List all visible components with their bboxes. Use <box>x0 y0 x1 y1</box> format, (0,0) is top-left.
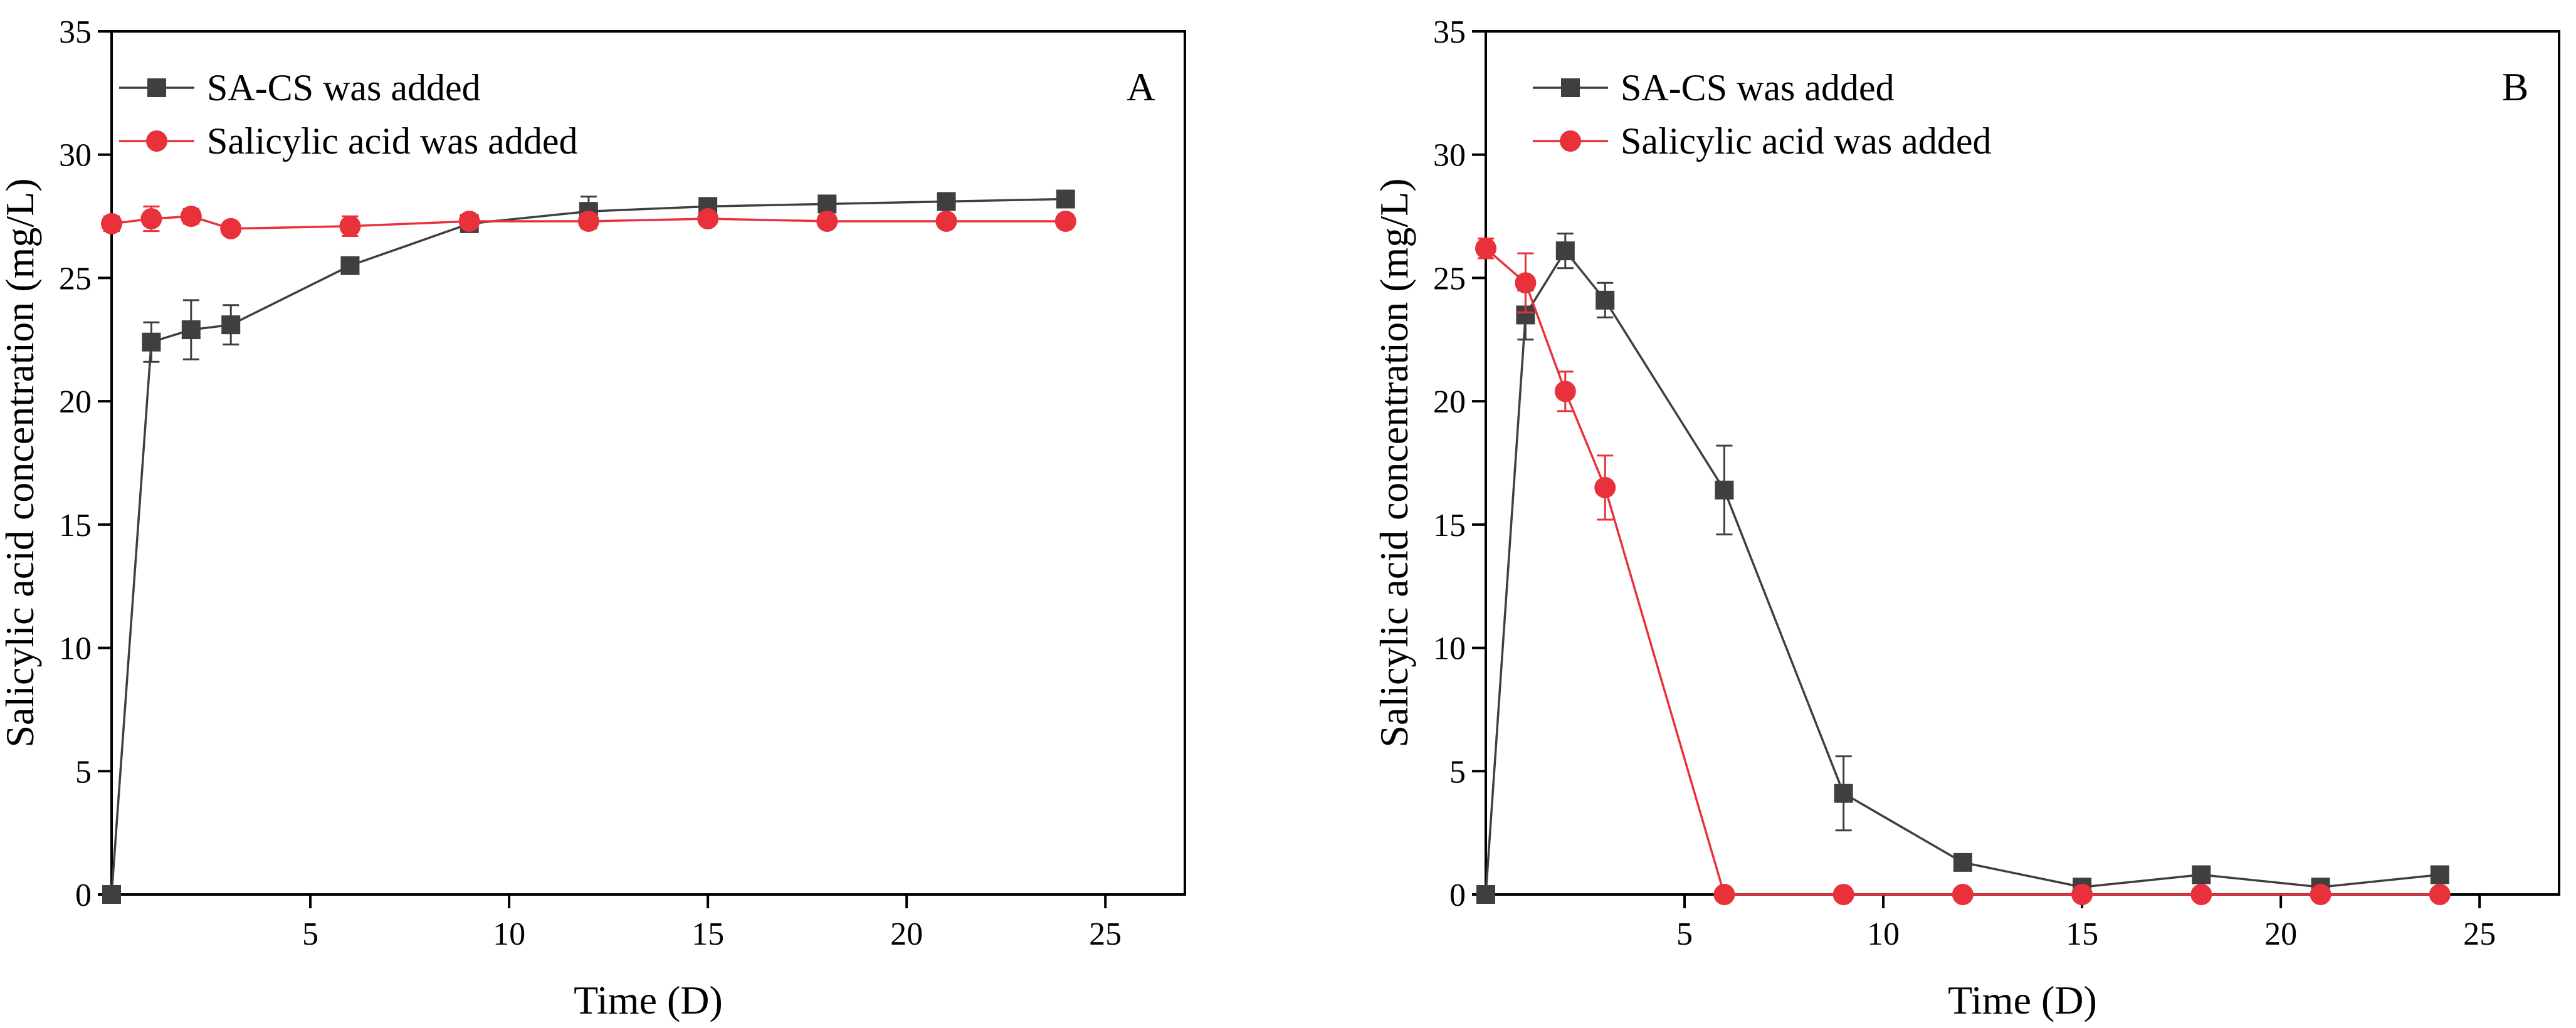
panel-label: A <box>1127 65 1155 109</box>
data-point-circle <box>2190 884 2212 905</box>
data-point-circle <box>935 210 957 232</box>
data-point-circle <box>220 218 242 239</box>
y-tick-label: 10 <box>1433 631 1466 667</box>
panel-a: 5 10 15 20 25 0 5 10 15 20 25 30 35 Time (D) Salicylic… <box>0 14 1186 1022</box>
data-point-circle <box>101 212 122 234</box>
data-point-square <box>817 194 837 214</box>
data-point-circle <box>339 215 361 237</box>
y-tick-label: 0 <box>1449 878 1466 913</box>
legend-marker-square <box>1561 78 1580 97</box>
data-point-square <box>1596 290 1615 310</box>
data-point-circle <box>1475 238 1496 260</box>
x-tick-label: 20 <box>890 916 923 952</box>
data-point-square <box>221 315 241 335</box>
data-point-square <box>2430 865 2449 884</box>
data-point-circle <box>180 206 202 228</box>
y-tick-label: 35 <box>59 14 92 50</box>
legend-label: Salicylic acid was added <box>1621 120 1991 162</box>
panel-label: B <box>2502 65 2529 109</box>
x-axis-label: Time (D) <box>1948 978 2097 1022</box>
data-point-circle <box>1713 884 1735 905</box>
data-point-square <box>1834 784 1853 803</box>
y-tick-label: 20 <box>59 384 92 420</box>
data-point-circle <box>1832 884 1854 905</box>
y-tick-label: 25 <box>1433 261 1466 296</box>
y-tick-label: 25 <box>59 261 92 296</box>
data-point-square <box>1476 885 1495 904</box>
data-point-square <box>181 320 201 340</box>
panel-b: 5 10 15 20 25 0 5 10 15 20 25 30 35 Time (D) Salicylic… <box>1372 14 2560 1022</box>
data-point-square <box>340 256 360 275</box>
x-tick-label: 5 <box>1676 916 1693 952</box>
data-point-circle <box>458 210 480 232</box>
plot-frame <box>110 30 1186 896</box>
x-tick-label: 15 <box>691 916 724 952</box>
series-line <box>1485 247 2440 896</box>
legend-marker-circle <box>146 130 167 152</box>
data-point-circle <box>816 210 838 232</box>
data-point-circle <box>1515 272 1537 294</box>
x-tick-label: 25 <box>1089 916 1122 952</box>
legend-label: Salicylic acid was added <box>207 120 577 162</box>
x-tick-label: 15 <box>2066 916 2098 952</box>
data-point-circle <box>2310 884 2332 905</box>
data-point-circle <box>577 210 599 232</box>
data-point-circle <box>2071 884 2093 905</box>
data-point-circle <box>1054 210 1076 232</box>
legend-marker-square <box>147 78 166 97</box>
y-axis-label: Salicylic acid concentration (mg/L) <box>0 178 42 747</box>
data-point-square <box>1715 480 1734 500</box>
data-point-circle <box>140 208 162 230</box>
y-tick-label: 30 <box>59 138 92 174</box>
y-tick-label: 15 <box>59 508 92 543</box>
legend-label: SA-CS was added <box>207 67 481 108</box>
series-line <box>110 197 1066 895</box>
x-tick-label: 5 <box>302 916 318 952</box>
x-tick-label: 25 <box>2463 916 2496 952</box>
x-tick-label: 10 <box>493 916 525 952</box>
data-point-square <box>937 192 956 211</box>
data-point-square <box>142 332 161 352</box>
data-point-circle <box>697 208 719 230</box>
y-tick-label: 0 <box>75 878 92 913</box>
y-axis-label: Salicylic acid concentration (mg/L) <box>1372 178 1416 747</box>
y-tick-label: 35 <box>1433 14 1466 50</box>
data-point-circle <box>1554 380 1576 402</box>
y-tick-label: 15 <box>1433 508 1466 543</box>
data-point-square <box>1953 852 1972 872</box>
x-tick-label: 20 <box>2264 916 2297 952</box>
legend-marker-circle <box>1560 130 1581 152</box>
data-point-circle <box>2429 884 2451 905</box>
x-tick-label: 10 <box>1867 916 1900 952</box>
x-axis-label: Time (D) <box>574 978 723 1022</box>
y-tick-label: 5 <box>1449 754 1466 790</box>
data-point-square <box>1056 189 1075 209</box>
data-point-square <box>102 885 121 904</box>
legend-label: SA-CS was added <box>1621 67 1895 108</box>
y-tick-label: 30 <box>1433 138 1466 174</box>
data-point-square <box>2192 865 2211 884</box>
data-point-circle <box>1952 884 1974 905</box>
data-point-circle <box>1594 476 1616 498</box>
y-tick-label: 20 <box>1433 384 1466 420</box>
y-tick-label: 10 <box>59 631 92 667</box>
data-point-square <box>1555 241 1575 261</box>
y-tick-label: 5 <box>75 754 92 790</box>
